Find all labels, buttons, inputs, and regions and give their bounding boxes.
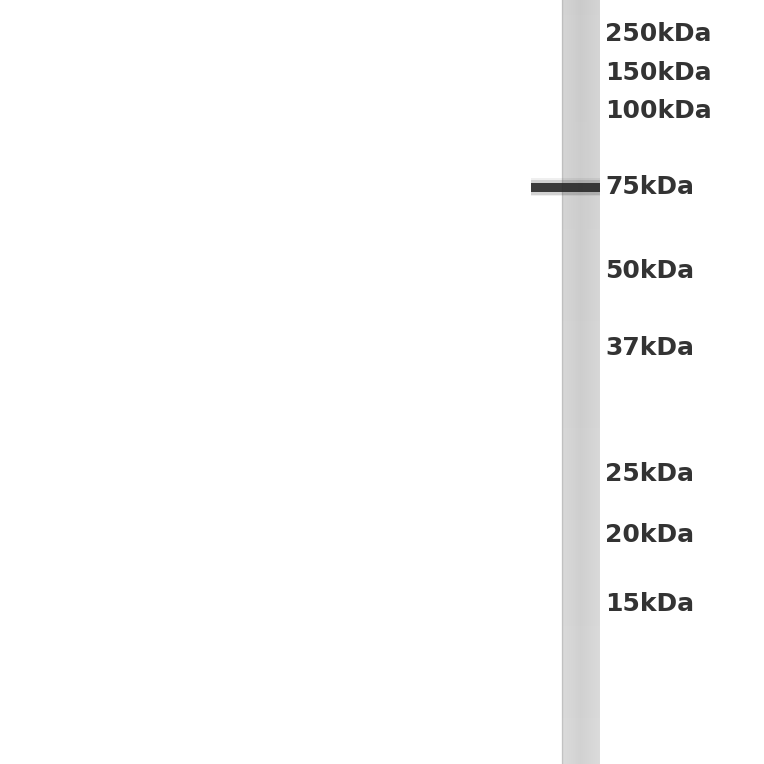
Bar xyxy=(562,581,600,596)
Bar xyxy=(562,92,600,107)
Text: 100kDa: 100kDa xyxy=(605,99,712,123)
Bar xyxy=(562,15,600,31)
Bar xyxy=(562,489,600,504)
Text: 25kDa: 25kDa xyxy=(605,461,694,486)
Text: 250kDa: 250kDa xyxy=(605,22,711,47)
Text: 37kDa: 37kDa xyxy=(605,335,694,360)
Bar xyxy=(562,413,600,428)
Bar xyxy=(562,199,600,214)
FancyBboxPatch shape xyxy=(531,183,600,192)
Bar xyxy=(562,229,600,244)
Bar xyxy=(562,306,600,321)
Bar xyxy=(562,107,600,122)
FancyBboxPatch shape xyxy=(531,178,600,196)
Bar xyxy=(562,46,600,61)
Bar xyxy=(562,122,600,138)
Bar xyxy=(562,367,600,382)
Bar xyxy=(562,260,600,275)
Bar xyxy=(562,76,600,92)
Bar xyxy=(562,672,600,688)
Bar xyxy=(562,397,600,413)
Bar xyxy=(562,214,600,229)
Text: 20kDa: 20kDa xyxy=(605,523,694,547)
Bar xyxy=(562,321,600,336)
Bar xyxy=(562,657,600,672)
FancyBboxPatch shape xyxy=(531,180,600,195)
Bar xyxy=(562,688,600,703)
Bar xyxy=(562,153,600,168)
Bar xyxy=(562,611,600,626)
Text: 50kDa: 50kDa xyxy=(605,259,694,283)
Bar xyxy=(562,458,600,474)
Bar xyxy=(562,443,600,458)
Bar xyxy=(562,642,600,657)
Bar xyxy=(562,596,600,611)
Bar xyxy=(562,733,600,749)
Bar xyxy=(562,550,600,565)
Bar xyxy=(562,626,600,642)
Bar xyxy=(562,535,600,550)
Bar xyxy=(562,290,600,306)
Bar xyxy=(562,718,600,733)
Bar xyxy=(562,382,600,397)
Bar xyxy=(562,520,600,535)
Bar xyxy=(562,275,600,290)
Bar xyxy=(562,244,600,260)
Bar xyxy=(562,61,600,76)
Bar xyxy=(562,749,600,764)
Bar xyxy=(562,183,600,199)
Bar xyxy=(562,336,600,351)
Text: 75kDa: 75kDa xyxy=(605,175,694,199)
Bar xyxy=(562,31,600,46)
Bar xyxy=(562,351,600,367)
Bar xyxy=(562,168,600,183)
Text: 15kDa: 15kDa xyxy=(605,591,694,616)
Bar xyxy=(562,0,600,15)
Bar xyxy=(562,703,600,718)
Bar xyxy=(562,474,600,489)
Bar xyxy=(562,428,600,443)
Text: 150kDa: 150kDa xyxy=(605,60,712,85)
Bar xyxy=(562,565,600,581)
Bar xyxy=(562,138,600,153)
Bar xyxy=(562,504,600,520)
